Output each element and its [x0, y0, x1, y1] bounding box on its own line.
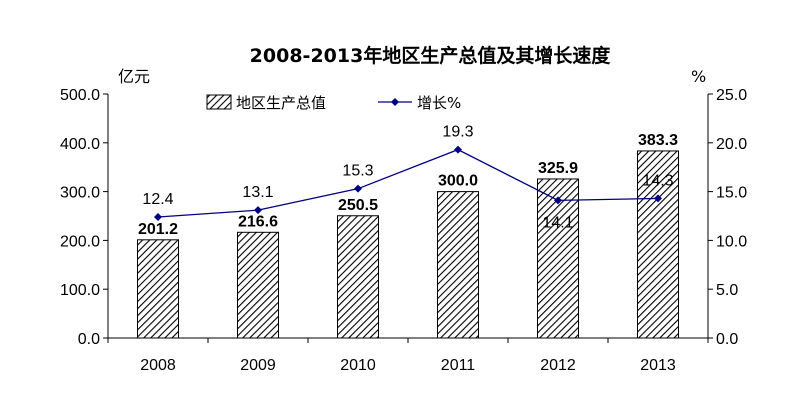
bar [337, 215, 379, 339]
bar [437, 191, 479, 339]
bar-value-label: 250.5 [338, 197, 378, 214]
right-tick-label: 0.0 [716, 331, 738, 348]
right-tick-label: 10.0 [716, 233, 747, 250]
growth-value-label: 14.1 [542, 214, 573, 231]
growth-line [154, 145, 662, 221]
bar [137, 239, 179, 339]
bar-value-label: 216.6 [238, 213, 278, 230]
x-tick-label: 2009 [240, 357, 276, 374]
right-tick-label: 25.0 [716, 87, 747, 104]
bar-value-label: 300.0 [438, 173, 478, 190]
x-tick-label: 2011 [441, 357, 476, 374]
axes: 0.0 100.0 200.0 300.0 400.0 500.0 0.0 5.0 10.0 15… [60, 87, 747, 374]
data-labels: 201.2 216.6 250.5 300.0 325.9 383.3 12.4 13.1 15… [138, 124, 678, 238]
left-tick-label: 100.0 [60, 282, 100, 299]
bar [237, 231, 279, 339]
chart-title: 2008-2013年地区生产总值及其增长速度 [250, 44, 612, 67]
left-tick-label: 300.0 [60, 185, 100, 202]
legend-swatch-bar [206, 94, 232, 110]
bar-value-label: 383.3 [638, 132, 678, 149]
legend-label-line: 增长% [417, 94, 461, 112]
right-tick-label: 5.0 [716, 282, 738, 299]
legend: 地区生产总值 增长% [206, 94, 461, 112]
left-tick-label: 0.0 [78, 331, 100, 348]
growth-value-label: 13.1 [242, 184, 273, 201]
bar-value-label: 201.2 [138, 221, 178, 238]
left-tick-label: 400.0 [60, 136, 100, 153]
left-axis-unit: 亿元 [118, 67, 150, 86]
growth-point [254, 206, 262, 215]
growth-point [654, 194, 662, 203]
bar [537, 178, 579, 339]
growth-point [554, 196, 562, 205]
growth-value-label: 12.4 [142, 191, 173, 208]
x-tick-label: 2012 [540, 357, 576, 374]
growth-value-label: 14.3 [642, 172, 673, 189]
growth-point [454, 145, 462, 154]
bar [637, 150, 679, 339]
x-tick-label: 2013 [640, 357, 676, 374]
bars [137, 150, 679, 339]
growth-point [154, 212, 162, 221]
growth-point [354, 184, 362, 193]
bar-value-label: 325.9 [538, 160, 578, 177]
left-tick-label: 500.0 [60, 87, 100, 104]
right-axis-unit: % [691, 67, 706, 86]
x-tick-label: 2008 [140, 357, 176, 374]
left-tick-label: 200.0 [60, 233, 100, 250]
growth-line-path [157, 148, 659, 218]
right-tick-label: 20.0 [716, 136, 747, 153]
growth-value-label: 19.3 [442, 124, 473, 141]
x-tick-label: 2010 [340, 357, 376, 374]
legend-label-bar: 地区生产总值 [236, 94, 326, 112]
growth-value-label: 15.3 [342, 163, 373, 180]
right-tick-label: 15.0 [716, 185, 747, 202]
legend-swatch-marker [391, 98, 399, 106]
